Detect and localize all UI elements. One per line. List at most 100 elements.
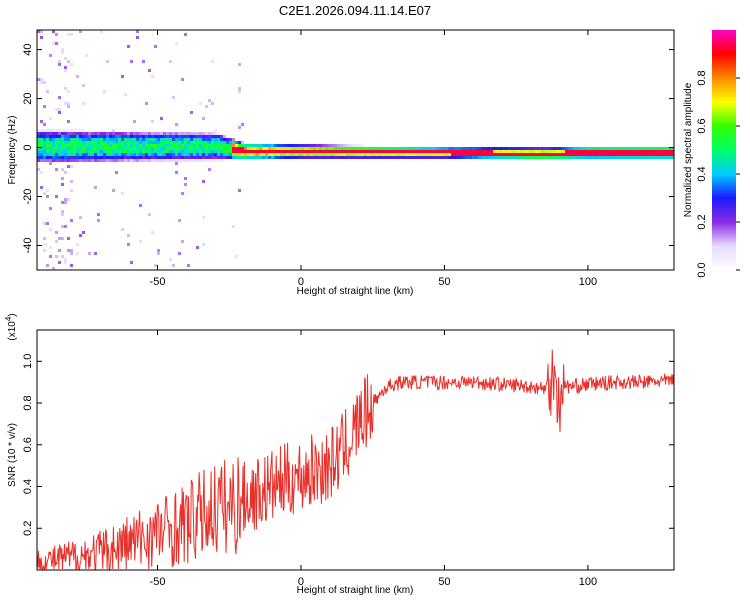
- spectrogram-cell: [622, 150, 625, 153]
- spectrogram-cell: [133, 147, 136, 150]
- spectrogram-cell: [154, 141, 157, 144]
- spectrogram-cell: [49, 246, 52, 249]
- spectrogram-cell: [160, 147, 163, 150]
- spectrogram-cell: [334, 156, 337, 159]
- spectrogram-cell: [82, 153, 85, 156]
- spectrogram-cell: [574, 156, 577, 159]
- spectrogram-cell: [262, 144, 265, 147]
- spectrogram-cell: [40, 138, 43, 141]
- spectrogram-cell: [442, 153, 445, 156]
- spectrogram-cell: [58, 96, 61, 99]
- spectrogram-cell: [271, 153, 274, 156]
- spectrogram-cell: [442, 147, 445, 150]
- spectrogram-cell: [616, 147, 619, 150]
- spectrogram-cell: [112, 132, 115, 135]
- spectrogram-cell: [349, 147, 352, 150]
- spectrogram-cell: [382, 153, 385, 156]
- spectrogram-cell: [502, 150, 505, 153]
- spectrogram-cell: [64, 201, 67, 204]
- spectrogram-cell: [466, 150, 469, 153]
- spectrogram-cell: [202, 141, 205, 144]
- spectrogram-cell: [589, 156, 592, 159]
- spectrogram-cell: [61, 48, 64, 51]
- spectrogram-cell: [406, 153, 409, 156]
- y-tick-label: 0.6: [22, 437, 34, 452]
- spectrogram-cell: [118, 159, 121, 162]
- spectrogram-cell: [163, 150, 166, 153]
- spectrogram-cell: [121, 228, 124, 231]
- spectrogram-cell: [250, 150, 253, 153]
- spectrogram-cell: [67, 138, 70, 141]
- spectrogram-cell: [541, 156, 544, 159]
- spectrogram-cell: [64, 141, 67, 144]
- spectrogram-cell: [103, 135, 106, 138]
- spectrogram-cell: [340, 147, 343, 150]
- spectrogram-cell: [601, 156, 604, 159]
- spectrogram-cell: [61, 210, 64, 213]
- spectrogram-cell: [241, 144, 244, 147]
- spectrogram-cell: [52, 156, 55, 159]
- spectrogram-cell: [442, 150, 445, 153]
- spectrogram-cell: [91, 138, 94, 141]
- spectrogram-cell: [103, 132, 106, 135]
- spectrogram-cell: [46, 132, 49, 135]
- spectrogram-cell: [337, 156, 340, 159]
- spectrogram-cell: [70, 138, 73, 141]
- spectrogram-cell: [100, 141, 103, 144]
- y-tick-label: -40: [22, 238, 34, 254]
- spectrogram-cell: [139, 150, 142, 153]
- spectrogram-cell: [178, 135, 181, 138]
- spectrogram-cell: [487, 147, 490, 150]
- spectrogram-cell: [592, 153, 595, 156]
- spectrogram-cell: [463, 147, 466, 150]
- spectrogram-cell: [205, 132, 208, 135]
- spectrogram-cell: [247, 156, 250, 159]
- spectrogram-cell: [562, 153, 565, 156]
- spectrogram-cell: [268, 147, 271, 150]
- spectrogram-cell: [586, 147, 589, 150]
- spectrogram-cell: [214, 150, 217, 153]
- spectrogram-cell: [628, 156, 631, 159]
- spectrogram-cell: [148, 138, 151, 141]
- spectrogram-cell: [361, 144, 364, 147]
- spectrogram-cell: [358, 150, 361, 153]
- spectrogram-cell: [652, 156, 655, 159]
- spectrogram-cell: [139, 204, 142, 207]
- spectrogram-cell: [139, 138, 142, 141]
- spectrogram-cell: [211, 159, 214, 162]
- spectrogram-cell: [64, 198, 67, 201]
- spectrogram-cell: [316, 150, 319, 153]
- spectrogram-cell: [649, 150, 652, 153]
- spectrogram-cell: [328, 147, 331, 150]
- spectrogram-cell: [184, 183, 187, 186]
- spectrogram-cell: [199, 102, 202, 105]
- spectrogram-cell: [256, 156, 259, 159]
- spectrogram-cell: [334, 153, 337, 156]
- spectrogram-cell: [577, 147, 580, 150]
- spectrogram-cell: [118, 135, 121, 138]
- spectrogram-cell: [58, 138, 61, 141]
- spectrogram-cell: [253, 144, 256, 147]
- spectrogram-cell: [214, 144, 217, 147]
- spectrogram-cell: [475, 150, 478, 153]
- spectrogram-cell: [55, 33, 58, 36]
- spectrogram-cell: [58, 141, 61, 144]
- spectrogram-cell: [214, 156, 217, 159]
- spectrogram-cell: [304, 156, 307, 159]
- spectrogram-cell: [172, 138, 175, 141]
- spectrogram-cell: [238, 126, 241, 129]
- spectrogram-cell: [49, 135, 52, 138]
- spectrogram-cell: [163, 159, 166, 162]
- spectrogram-cell: [148, 147, 151, 150]
- spectrogram-cell: [433, 147, 436, 150]
- spectrogram-cell: [43, 153, 46, 156]
- spectrogram-cell: [355, 150, 358, 153]
- spectrogram-cell: [505, 153, 508, 156]
- spectrogram-cell: [61, 147, 64, 150]
- spectrogram-cell: [175, 162, 178, 165]
- spectrogram-cell: [358, 144, 361, 147]
- spectrogram-cell: [202, 132, 205, 135]
- spectrogram-cell: [595, 156, 598, 159]
- spectrogram-cell: [61, 201, 64, 204]
- spectrogram-cell: [478, 150, 481, 153]
